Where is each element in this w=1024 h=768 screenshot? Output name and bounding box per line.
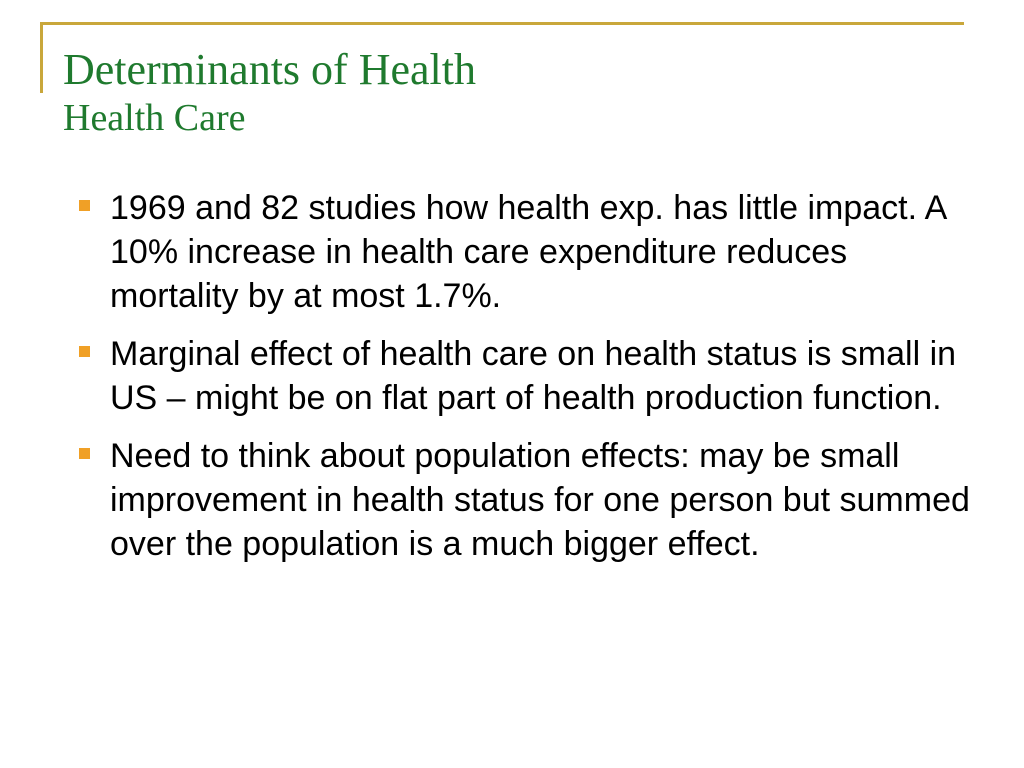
bullet-text: 1969 and 82 studies how health exp. has … (110, 189, 946, 315)
slide-title-block: Determinants of Health Health Care (63, 44, 476, 140)
bullet-item: Need to think about population effects: … (78, 434, 978, 566)
bullet-item: 1969 and 82 studies how health exp. has … (78, 186, 978, 318)
square-bullet-icon (79, 200, 90, 211)
bullet-item: Marginal effect of health care on health… (78, 332, 978, 420)
bullet-text: Need to think about population effects: … (110, 437, 970, 563)
square-bullet-icon (79, 346, 90, 357)
bullet-list: 1969 and 82 studies how health exp. has … (78, 186, 978, 580)
slide-subtitle: Health Care (63, 97, 246, 139)
slide-title: Determinants of Health (63, 45, 476, 94)
top-accent-line (40, 22, 964, 25)
bullet-text: Marginal effect of health care on health… (110, 335, 957, 417)
square-bullet-icon (79, 448, 90, 459)
left-accent-line (40, 22, 43, 93)
